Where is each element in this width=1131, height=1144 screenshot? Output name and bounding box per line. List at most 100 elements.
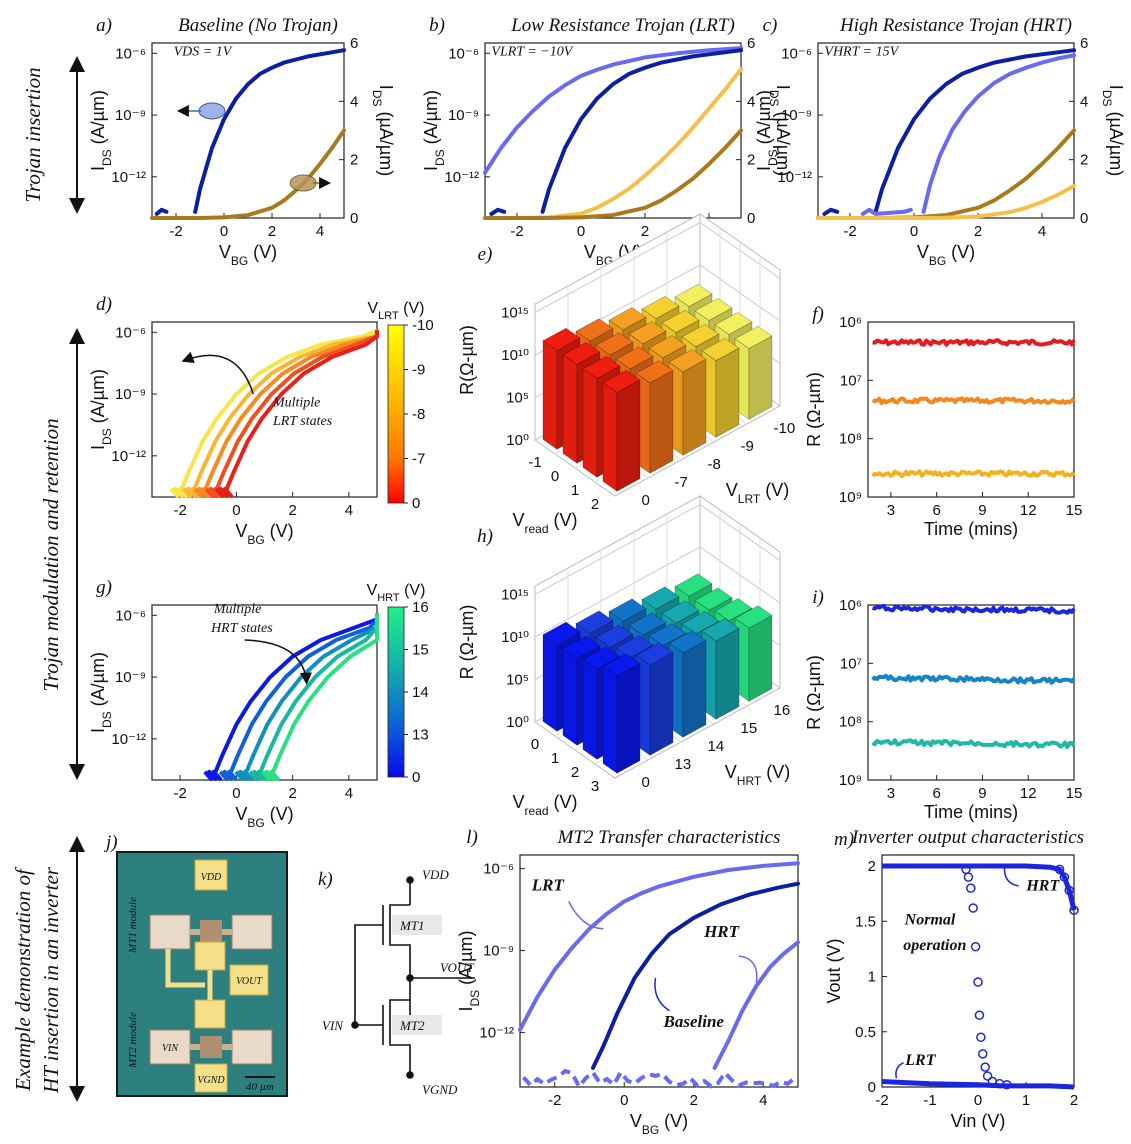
retention-line-1	[871, 396, 1076, 405]
chip-pad-label-vout: VOUT	[236, 976, 263, 987]
scale-bar-label: 40 µm	[246, 1081, 274, 1093]
x-tick-label: 6	[932, 785, 940, 802]
panel-label: i)	[812, 587, 824, 608]
y-axis-label: Vout (V)	[824, 938, 844, 1003]
series-line-2	[193, 330, 379, 498]
y-axis-label: IDS (A/µm)	[88, 652, 114, 733]
y-right-tick-label: 2	[350, 152, 358, 169]
retention-line-1	[871, 673, 1076, 685]
marker	[968, 903, 978, 913]
z-tick-label: 10¹⁰	[501, 347, 529, 364]
x-tick-label: 0	[620, 1092, 628, 1109]
x-tick-label: -2	[548, 1092, 561, 1109]
panel-title: Baseline (No Trojan)	[178, 15, 338, 36]
panel-title: High Resistance Trojan (HRT)	[839, 15, 1072, 36]
panel-e: 10¹⁵10¹⁰10⁵10⁰210-10-7-8-9-10R(Ω-µm)Vrea…	[457, 213, 796, 536]
panel-label: e)	[478, 244, 493, 265]
x-tick-label: 0	[232, 502, 240, 519]
marker	[973, 977, 983, 987]
channel-mt2	[200, 1036, 222, 1058]
plot-frame	[817, 42, 1075, 219]
grid-line	[534, 221, 781, 313]
side-label-group: Trojan insertion Trojan modulation and r…	[11, 56, 85, 1102]
side-label-row3-line1: Example demonstration of	[11, 866, 35, 1092]
chip-pad-label-vdd: VDD	[201, 872, 222, 883]
x-tick-label: -2	[875, 1092, 888, 1109]
panel-j: j) MT1 module MT2 module VDD VOUT VIN VG…	[103, 832, 288, 1097]
colorbar-tick-label: 0	[412, 769, 420, 786]
plot-frame	[519, 854, 799, 1088]
x-tick-label: 15	[1066, 785, 1083, 802]
retention-line-0	[872, 338, 1076, 347]
plot-frame	[151, 42, 345, 219]
side-label-row2: Trojan modulation and retention	[39, 418, 63, 691]
panel-c: -2 0 2 4 10⁻⁶ 10⁻⁹ 10⁻¹² VBG (V) IDS (A/µm) 0 2 4 6 I…	[754, 15, 1126, 268]
annotation-arrow	[181, 351, 254, 395]
y-tick-label: 0	[642, 492, 650, 509]
series-line-0	[483, 46, 743, 175]
marker	[978, 1049, 988, 1059]
y-tick-label: 10⁻⁶	[781, 45, 812, 62]
x-tick-label: 0	[577, 223, 585, 240]
x-tick-label: 2	[591, 496, 599, 513]
y-tick-label: 10⁷	[840, 655, 862, 672]
marker	[1059, 872, 1070, 882]
y-tick-label: 10⁷	[840, 372, 862, 389]
pad-mid-upper	[194, 941, 226, 971]
side-label-row3-line2: HT insertion in an inverter	[39, 866, 63, 1094]
series-line-1	[154, 207, 169, 216]
y-right-tick-label: 0	[747, 210, 755, 227]
pad-mid-lower	[194, 999, 226, 1029]
bar-front	[602, 382, 618, 492]
axis-marker-left	[198, 102, 226, 120]
panel-label: f)	[812, 304, 824, 325]
series-line-1	[591, 881, 800, 1070]
bar-side	[748, 335, 773, 420]
x-tick-label: 6	[932, 502, 940, 519]
y-tick-label: 2	[868, 858, 876, 875]
bar-side	[649, 369, 674, 474]
pad-vdd	[194, 859, 228, 891]
label-normal-line1: Normal	[904, 912, 956, 929]
x-tick-label: -2	[169, 223, 182, 240]
z-tick-label: 10¹⁵	[501, 587, 529, 604]
y-right-tick-label: 2	[1080, 152, 1088, 169]
bar-side	[616, 663, 641, 774]
chip-label-mt1: MT1 module	[127, 897, 139, 954]
x-tick-label: -2	[173, 502, 186, 519]
y-right-tick-label: 0	[1080, 210, 1088, 227]
pad-mt2-left	[149, 1029, 191, 1065]
y-axis-label: VLRT (V)	[726, 480, 789, 506]
x-tick-label: 4	[345, 502, 353, 519]
x-axis-label: VBG (V)	[219, 242, 277, 268]
y-axis-label: IDS (A/µm)	[754, 90, 780, 171]
series-line-0	[169, 328, 378, 498]
x-tick-label: 0	[531, 736, 539, 753]
z-axis-label: R (Ω-µm)	[457, 605, 477, 680]
panel-title: Low Resistance Trojan (LRT)	[510, 15, 735, 36]
bar-side	[649, 651, 674, 756]
node-vin	[351, 1021, 359, 1029]
y-tick-label: 10⁻⁹	[115, 107, 146, 124]
x-tick-label: -2	[510, 223, 523, 240]
x-axis-label: Vread (V)	[512, 792, 577, 818]
x-tick-label: 12	[1020, 785, 1037, 802]
colorbar-tick-label: 15	[412, 642, 429, 659]
y-tick-label: 10⁻⁶	[115, 607, 146, 624]
y-right-axis-label: IDS (µA/µm)	[767, 85, 793, 176]
annotation-vlrt: VLRT = −10V	[491, 44, 573, 59]
x-tick-label: 0	[220, 223, 228, 240]
marker	[1002, 1080, 1012, 1090]
annotation-line2: LRT states	[272, 414, 333, 429]
marker	[1064, 885, 1074, 896]
colorbar-tick-label: 16	[412, 599, 429, 616]
y-axis-label: R (Ω-µm)	[804, 372, 824, 447]
plot-frame	[484, 42, 742, 219]
label-hrt-leader	[1003, 868, 1019, 887]
series-line-1	[921, 53, 1076, 214]
x-tick-label: 3	[591, 778, 599, 795]
marker	[974, 1010, 985, 1020]
y-tick-label: -10	[774, 420, 796, 437]
